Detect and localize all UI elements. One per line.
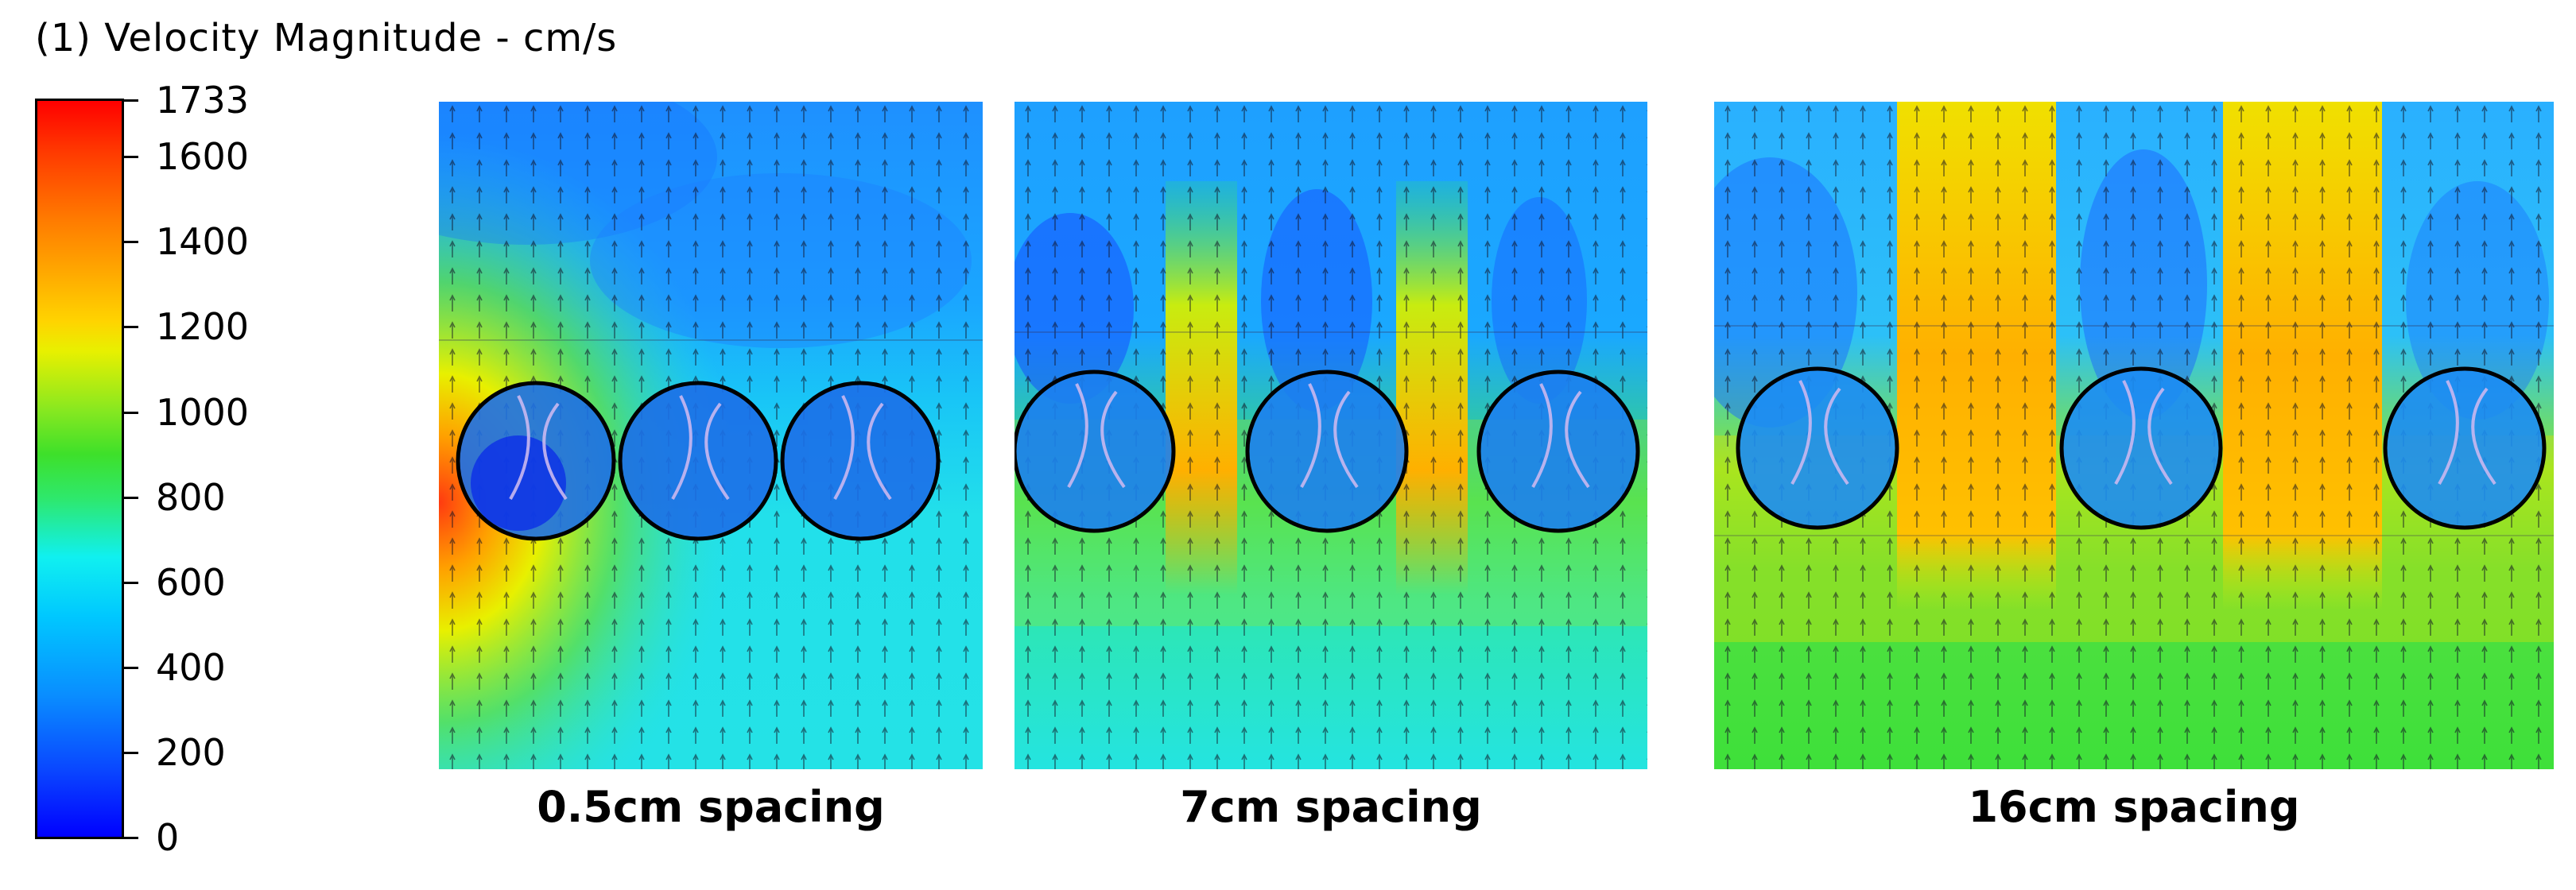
colorbar-tick-label: 400 [156, 645, 226, 689]
colorbar-tick [124, 581, 138, 584]
panel-7cm-spacing [1014, 102, 1647, 769]
rotor-circle [618, 381, 778, 541]
colorbar-tick [124, 837, 138, 839]
colorbar-tick [124, 156, 138, 159]
caption-16cm: 16cm spacing [1968, 782, 2300, 832]
velocity-field-16cm [1714, 102, 2554, 769]
velocity-field-7cm [1014, 102, 1647, 769]
rotor-circle [456, 381, 616, 541]
velocity-colorbar [35, 99, 124, 839]
colorbar-tick [124, 326, 138, 329]
colorbar-tick [124, 666, 138, 669]
colorbar-tick-label: 200 [156, 730, 226, 774]
colorbar-tick-label: 1200 [156, 305, 250, 349]
velocity-field-0-5cm [439, 102, 983, 769]
colorbar-tick-label: 800 [156, 475, 226, 519]
caption-0-5cm: 0.5cm spacing [537, 782, 885, 832]
colorbar-tick-label: 1733 [156, 79, 250, 122]
rotor-circle [780, 381, 941, 541]
colorbar-tick [124, 241, 138, 244]
colorbar-tick-label: 600 [156, 560, 226, 604]
colorbar-tick [124, 751, 138, 754]
colorbar-tick [124, 411, 138, 414]
colorbar-tick-label: 1400 [156, 220, 250, 264]
colorbar-tick [124, 99, 138, 102]
caption-7cm: 7cm spacing [1180, 782, 1482, 832]
colorbar-tick-label: 0 [156, 816, 180, 859]
legend-title: (1) Velocity Magnitude - cm/s [35, 16, 618, 60]
panel-16cm-spacing [1714, 102, 2554, 769]
colorbar-tick-label: 1000 [156, 390, 250, 434]
colorbar-tick [124, 496, 138, 499]
colorbar-tick-label: 1600 [156, 135, 250, 179]
panel-0-5cm-spacing [439, 102, 983, 769]
